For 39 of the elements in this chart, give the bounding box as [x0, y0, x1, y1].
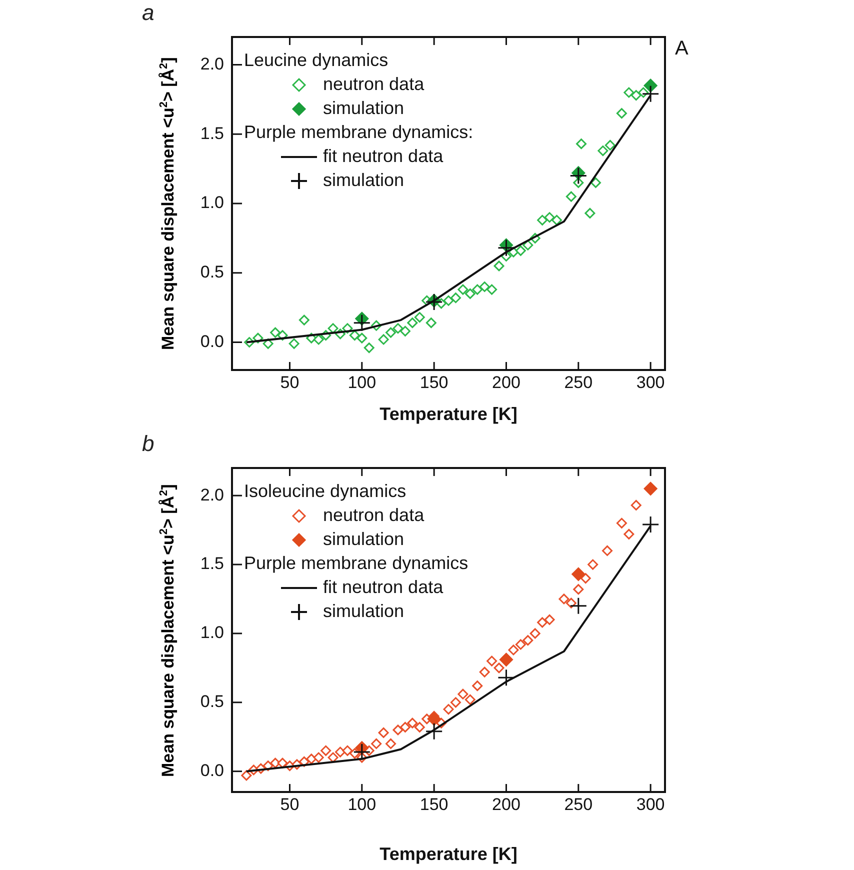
- annotation: Purple membrane dynamics: [244, 552, 468, 573]
- y-tick-label: 0.5: [200, 262, 224, 282]
- y-tick-label: 2.0: [200, 54, 224, 74]
- y-tick-label: 1.0: [200, 623, 224, 642]
- x-tick-label: 250: [564, 794, 593, 814]
- x-tick-label: 200: [492, 372, 520, 392]
- annotation: Leucine dynamics: [244, 50, 388, 70]
- y-tick-label: 1.5: [200, 554, 224, 574]
- y-tick-label: 1.5: [200, 124, 224, 143]
- legend-label: neutron data: [323, 504, 426, 525]
- annotation: Isoleucine dynamics: [244, 480, 406, 501]
- x-tick-label: 100: [348, 794, 376, 814]
- x-tick-label: 200: [492, 794, 520, 814]
- legend-label: simulation: [323, 98, 404, 118]
- x-tick-label: 150: [420, 794, 448, 814]
- legend-label: fit neutron data: [323, 146, 444, 166]
- legend-label: simulation: [323, 528, 404, 549]
- x-tick-label: 150: [420, 372, 448, 392]
- annotation: Purple membrane dynamics:: [244, 122, 474, 142]
- x-axis-title: Temperature [K]: [380, 404, 518, 424]
- legend-label: simulation: [323, 170, 404, 190]
- y-tick-label: 0.0: [200, 761, 224, 780]
- legend-label: simulation: [323, 600, 404, 621]
- x-tick-label: 100: [348, 372, 376, 392]
- y-tick-label: 1.0: [200, 193, 224, 212]
- legend-label: fit neutron data: [323, 576, 444, 597]
- legend-label: neutron data: [323, 74, 426, 94]
- text: A: [675, 38, 689, 60]
- x-tick-label: 50: [280, 372, 300, 392]
- x-tick-label: 250: [564, 372, 593, 392]
- y-tick-label: 2.0: [200, 485, 224, 504]
- y-tick-label: 0.0: [200, 332, 224, 351]
- x-tick-label: 300: [636, 794, 665, 814]
- y-tick-label: 0.5: [200, 692, 224, 712]
- x-tick-label: 50: [280, 794, 300, 814]
- chart-title: b: [142, 431, 154, 456]
- chart-title: a: [142, 0, 154, 26]
- x-tick-label: 300: [636, 372, 665, 392]
- x-axis-title: Temperature [K]: [380, 844, 518, 864]
